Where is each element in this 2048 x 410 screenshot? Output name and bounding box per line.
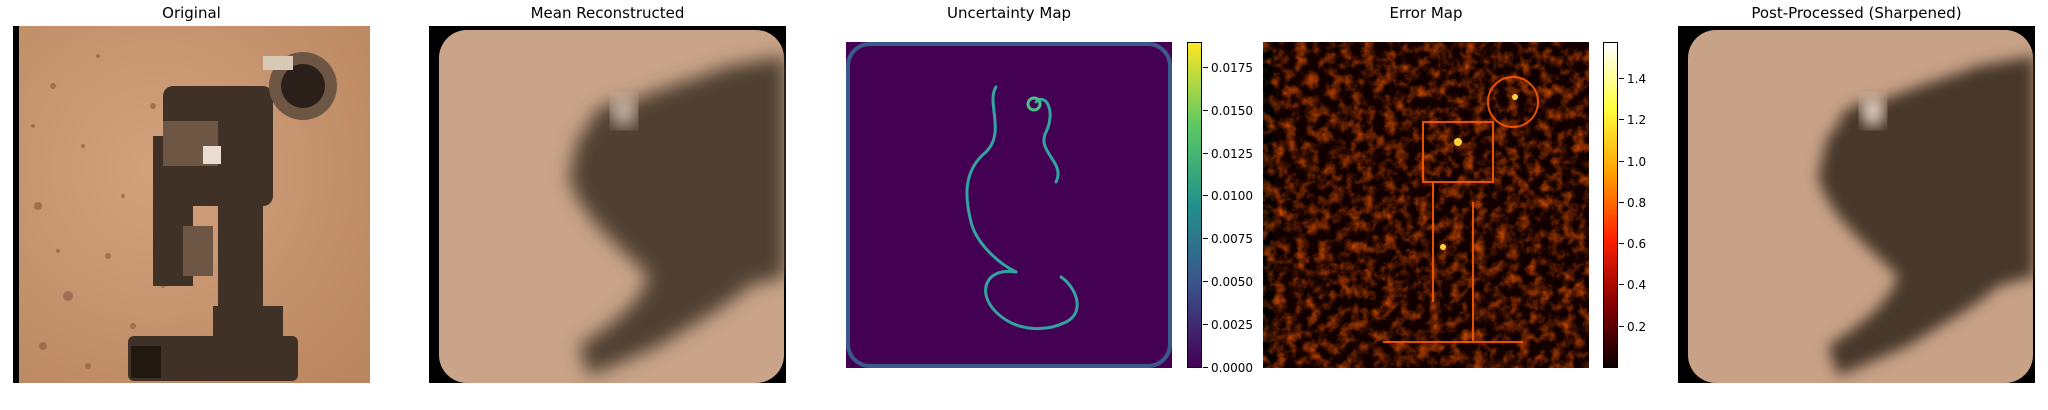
panel-title-original: Original — [162, 4, 221, 22]
colorbar-tick-label: 0.0025 — [1203, 318, 1253, 333]
colorbar-tick-label: 0.8 — [1618, 195, 1647, 210]
colorbar-tick-label: 0.0000 — [1203, 361, 1253, 375]
uncertainty-map-image — [846, 42, 1172, 368]
colorbar-tick-label: 0.0150 — [1203, 103, 1253, 118]
panel-title-uncertainty-map: Uncertainty Map — [946, 4, 1072, 22]
colorbar-tick-label: 0.4 — [1618, 278, 1647, 293]
error-map-image — [1263, 42, 1589, 368]
colorbar-tick-label: 0.2 — [1618, 319, 1647, 334]
panel-title-error-map: Error Map — [1389, 4, 1463, 22]
colorbar-tick-label: 1.0 — [1618, 154, 1647, 169]
original-image — [13, 26, 370, 383]
mean-reconstructed-image — [429, 26, 786, 383]
colorbar-tick-label: 0.6 — [1618, 237, 1647, 252]
error-colorbar — [1603, 42, 1618, 368]
colorbar-tick-label: 1.2 — [1618, 113, 1647, 128]
colorbar-tick-label: 0.0050 — [1203, 275, 1253, 290]
colorbar-tick-label: 1.4 — [1618, 72, 1647, 87]
colorbar-tick-label: 0.0125 — [1203, 146, 1253, 161]
panel-title-mean-reconstructed: Mean Reconstructed — [530, 4, 685, 22]
post-processed-image — [1678, 26, 2035, 383]
uncertainty-colorbar — [1187, 42, 1202, 368]
panel-title-post-processed: Post-Processed (Sharpened) — [1751, 4, 1962, 22]
colorbar-tick-label: 0.0075 — [1203, 232, 1253, 247]
colorbar-tick-label: 0.0100 — [1203, 189, 1253, 204]
colorbar-tick-label: 0.0175 — [1203, 60, 1253, 75]
